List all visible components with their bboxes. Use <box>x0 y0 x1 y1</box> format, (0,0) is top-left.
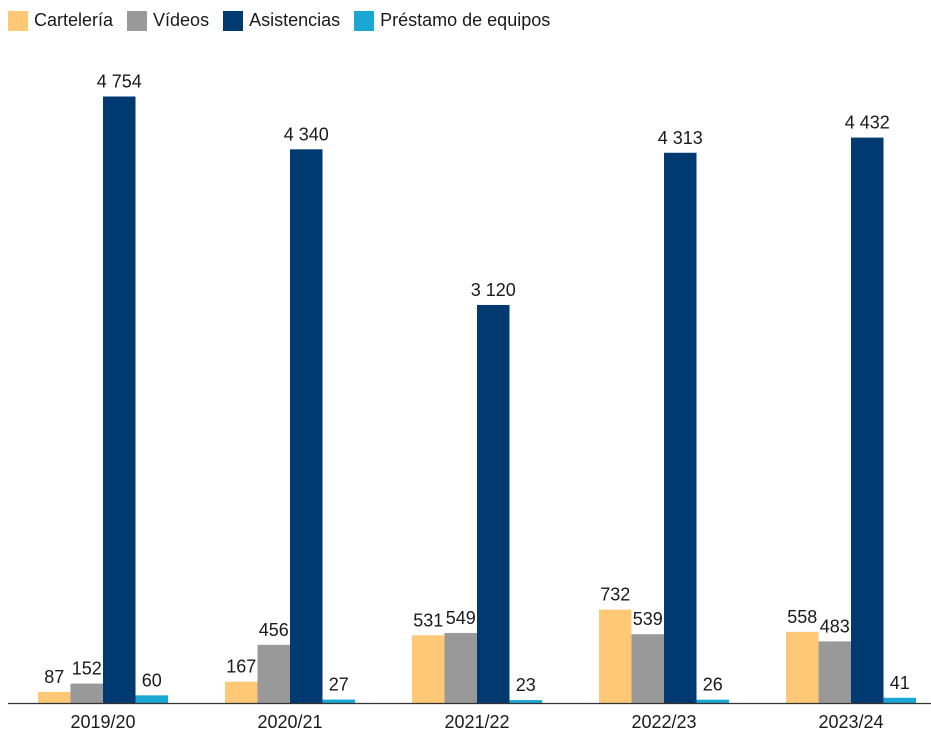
data-label: 23 <box>516 675 536 695</box>
bar-asistencias-2022-23 <box>664 152 697 703</box>
legend-label-asistencias: Asistencias <box>249 10 341 30</box>
bar-pr-stamo-de-equipos-2022-23 <box>696 699 729 703</box>
data-label: 4 340 <box>284 124 329 144</box>
bar-asistencias-2023-24 <box>851 137 884 704</box>
data-label: 4 754 <box>97 72 142 92</box>
data-label: 87 <box>44 667 64 687</box>
bar-carteler-a-2019-20 <box>38 691 71 703</box>
data-label: 41 <box>890 673 910 693</box>
bar-asistencias-2020-21 <box>290 149 323 704</box>
data-label: 26 <box>703 675 723 695</box>
bar-v-deos-2019-20 <box>70 683 103 703</box>
data-label: 549 <box>446 608 476 628</box>
legend-label-videos: Vídeos <box>153 10 210 30</box>
legend-item-asistencias: Asistencias <box>223 10 340 31</box>
data-label: 3 120 <box>471 280 516 300</box>
bar-pr-stamo-de-equipos-2019-20 <box>135 695 168 703</box>
bar-asistencias-2019-20 <box>103 96 136 703</box>
bar-v-deos-2020-21 <box>257 644 290 703</box>
data-label: 27 <box>329 675 349 695</box>
data-label: 152 <box>72 659 102 679</box>
data-label: 539 <box>633 609 663 629</box>
bar-asistencias-2021-22 <box>477 304 510 703</box>
legend-label-carteleria: Cartelería <box>34 10 114 30</box>
data-label: 483 <box>820 616 850 636</box>
bar-carteler-a-2022-23 <box>599 609 632 703</box>
bar-v-deos-2021-22 <box>444 632 477 703</box>
data-label: 167 <box>226 657 256 677</box>
x-tick-label: 2019/20 <box>70 712 135 729</box>
data-label: 531 <box>413 610 443 630</box>
data-label: 732 <box>600 585 630 605</box>
bar-v-deos-2023-24 <box>818 641 851 703</box>
x-tick-label: 2021/22 <box>444 712 509 729</box>
bar-pr-stamo-de-equipos-2023-24 <box>883 697 916 703</box>
bar-pr-stamo-de-equipos-2021-22 <box>509 700 542 703</box>
x-tick-label: 2023/24 <box>818 712 883 729</box>
legend-item-carteleria: Cartelería <box>8 10 113 31</box>
legend-label-prestamo: Préstamo de equipos <box>380 10 551 30</box>
x-tick-label: 2022/23 <box>631 712 696 729</box>
data-label: 456 <box>259 620 289 640</box>
data-label: 60 <box>142 670 162 690</box>
bar-carteler-a-2020-21 <box>225 681 258 703</box>
legend-swatch-prestamo <box>354 10 375 31</box>
bar-carteler-a-2021-22 <box>412 635 445 703</box>
legend: Cartelería Vídeos Asistencias Préstamo d… <box>8 10 550 31</box>
legend-item-videos: Vídeos <box>127 10 209 31</box>
legend-swatch-videos <box>127 10 148 31</box>
data-label: 558 <box>787 607 817 627</box>
x-tick-label: 2020/21 <box>257 712 322 729</box>
data-label: 4 313 <box>658 128 703 148</box>
bar-carteler-a-2023-24 <box>786 631 819 703</box>
legend-swatch-carteleria <box>8 10 28 31</box>
legend-item-prestamo: Préstamo de equipos <box>354 10 550 31</box>
legend-swatch-asistencias <box>223 10 244 31</box>
data-label: 4 432 <box>845 113 890 133</box>
bar-v-deos-2022-23 <box>631 634 664 703</box>
bar-pr-stamo-de-equipos-2020-21 <box>322 699 355 703</box>
